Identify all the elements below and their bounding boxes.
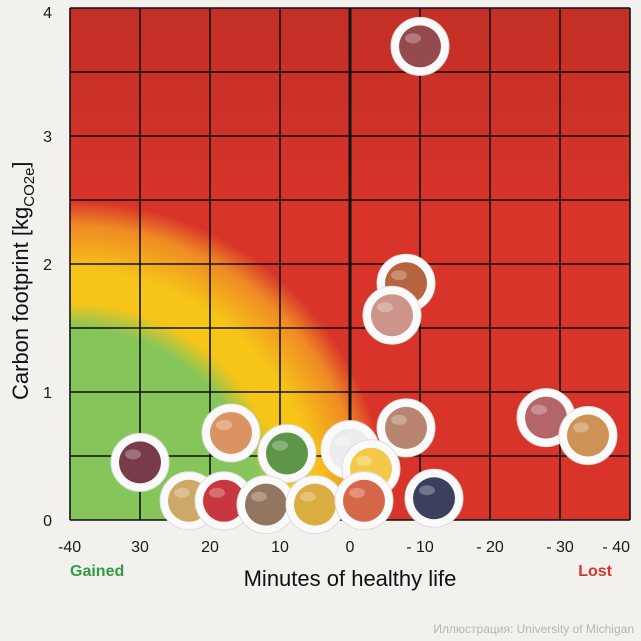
lost-label: Lost <box>578 563 612 580</box>
x-tick-label: 30 <box>131 539 149 556</box>
food-photo-fill <box>245 483 287 526</box>
food-photo-fill <box>119 441 161 484</box>
y-axis-label-close: ] <box>8 161 33 167</box>
food-photo-highlight <box>391 414 407 425</box>
food-photo-highlight <box>349 487 365 498</box>
data-point <box>110 432 170 492</box>
data-point <box>362 285 422 345</box>
data-point <box>558 406 618 466</box>
food-photo-fill <box>210 411 252 454</box>
y-tick-label: 2 <box>43 257 52 274</box>
data-point <box>236 475 296 535</box>
data-point <box>390 16 450 76</box>
y-tick-label: 3 <box>43 129 52 146</box>
x-axis-label: Minutes of healthy life <box>244 566 457 591</box>
x-tick-label: -40 <box>58 539 81 556</box>
food-photo-highlight <box>391 270 407 281</box>
x-tick-label: 10 <box>271 539 289 556</box>
data-point <box>201 403 261 463</box>
food-photo-highlight <box>419 485 435 496</box>
y-tick-labels: 0 1 2 3 4 <box>43 5 52 530</box>
x-tick-label: - 40 <box>602 539 630 556</box>
x-tick-label: 0 <box>346 539 355 556</box>
food-photo-fill <box>525 396 567 439</box>
food-photo-highlight <box>300 491 316 502</box>
gained-label: Gained <box>70 563 124 580</box>
food-photo-fill <box>567 414 609 457</box>
food-photo-highlight <box>125 449 141 460</box>
data-point <box>404 468 464 528</box>
food-photo-highlight <box>377 302 393 313</box>
data-point <box>376 398 436 458</box>
food-photo-fill <box>399 25 441 68</box>
food-photo-highlight <box>216 419 232 430</box>
y-tick-label: 4 <box>43 5 52 22</box>
food-photo-fill <box>203 479 245 522</box>
food-photo-highlight <box>335 436 351 447</box>
y-axis-label-sub: CO2e <box>21 168 38 207</box>
food-photo-fill <box>385 406 427 449</box>
image-credit: Иллюстрация: University of Michigan <box>433 622 634 636</box>
food-photo-highlight <box>356 455 372 466</box>
x-tick-label: - 10 <box>406 539 434 556</box>
data-points <box>110 16 618 535</box>
food-photo-fill <box>371 294 413 337</box>
data-point <box>285 475 345 535</box>
y-axis-label-main: Carbon footprint [kg <box>8 207 33 400</box>
food-photo-fill <box>266 432 308 475</box>
food-photo-fill <box>413 477 455 520</box>
food-photo-highlight <box>174 487 190 498</box>
x-tick-label: - 20 <box>476 539 504 556</box>
x-tick-label: 20 <box>201 539 219 556</box>
food-photo-highlight <box>405 33 421 44</box>
y-axis-label: Carbon footprint [kgCO2e] <box>8 161 38 400</box>
data-point <box>257 423 317 483</box>
y-tick-label: 0 <box>43 513 52 530</box>
x-tick-label: - 30 <box>546 539 574 556</box>
food-photo-highlight <box>531 404 547 415</box>
food-photo-fill <box>343 479 385 522</box>
food-photo-highlight <box>209 487 225 498</box>
food-photo-fill <box>294 483 336 526</box>
y-tick-label: 1 <box>43 385 52 402</box>
x-tick-labels: -40 30 20 10 0 - 10 - 20 - 30 - 40 <box>58 539 630 556</box>
food-photo-highlight <box>573 422 589 433</box>
food-photo-highlight <box>272 440 288 451</box>
food-photo-highlight <box>251 491 267 502</box>
data-point <box>334 471 394 531</box>
